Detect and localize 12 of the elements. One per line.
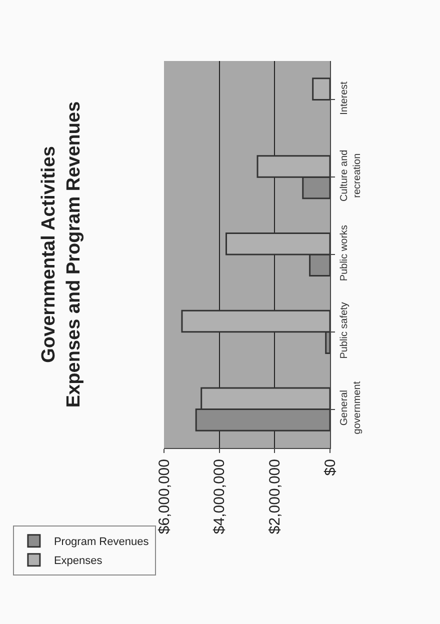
x-tick-label: $0 xyxy=(322,459,339,476)
legend-label: Program Revenues xyxy=(54,536,150,548)
text: Governmental Activities Expenses and Program Revenues xyxy=(38,101,84,408)
y-tick-label: Public safety xyxy=(339,302,350,359)
x-tick-label: $2,000,000 xyxy=(266,459,284,534)
y-tick-label: Culture and recreation xyxy=(339,150,363,202)
y-tick-label: Interest xyxy=(339,81,350,115)
x-tick-label: $4,000,000 xyxy=(211,459,228,534)
y-tick-label: Public works xyxy=(339,224,350,282)
x-tick-label: $6,000,000 xyxy=(156,459,173,534)
legend-label: Expenses xyxy=(54,555,103,568)
y-tick-label: General government xyxy=(339,381,363,434)
